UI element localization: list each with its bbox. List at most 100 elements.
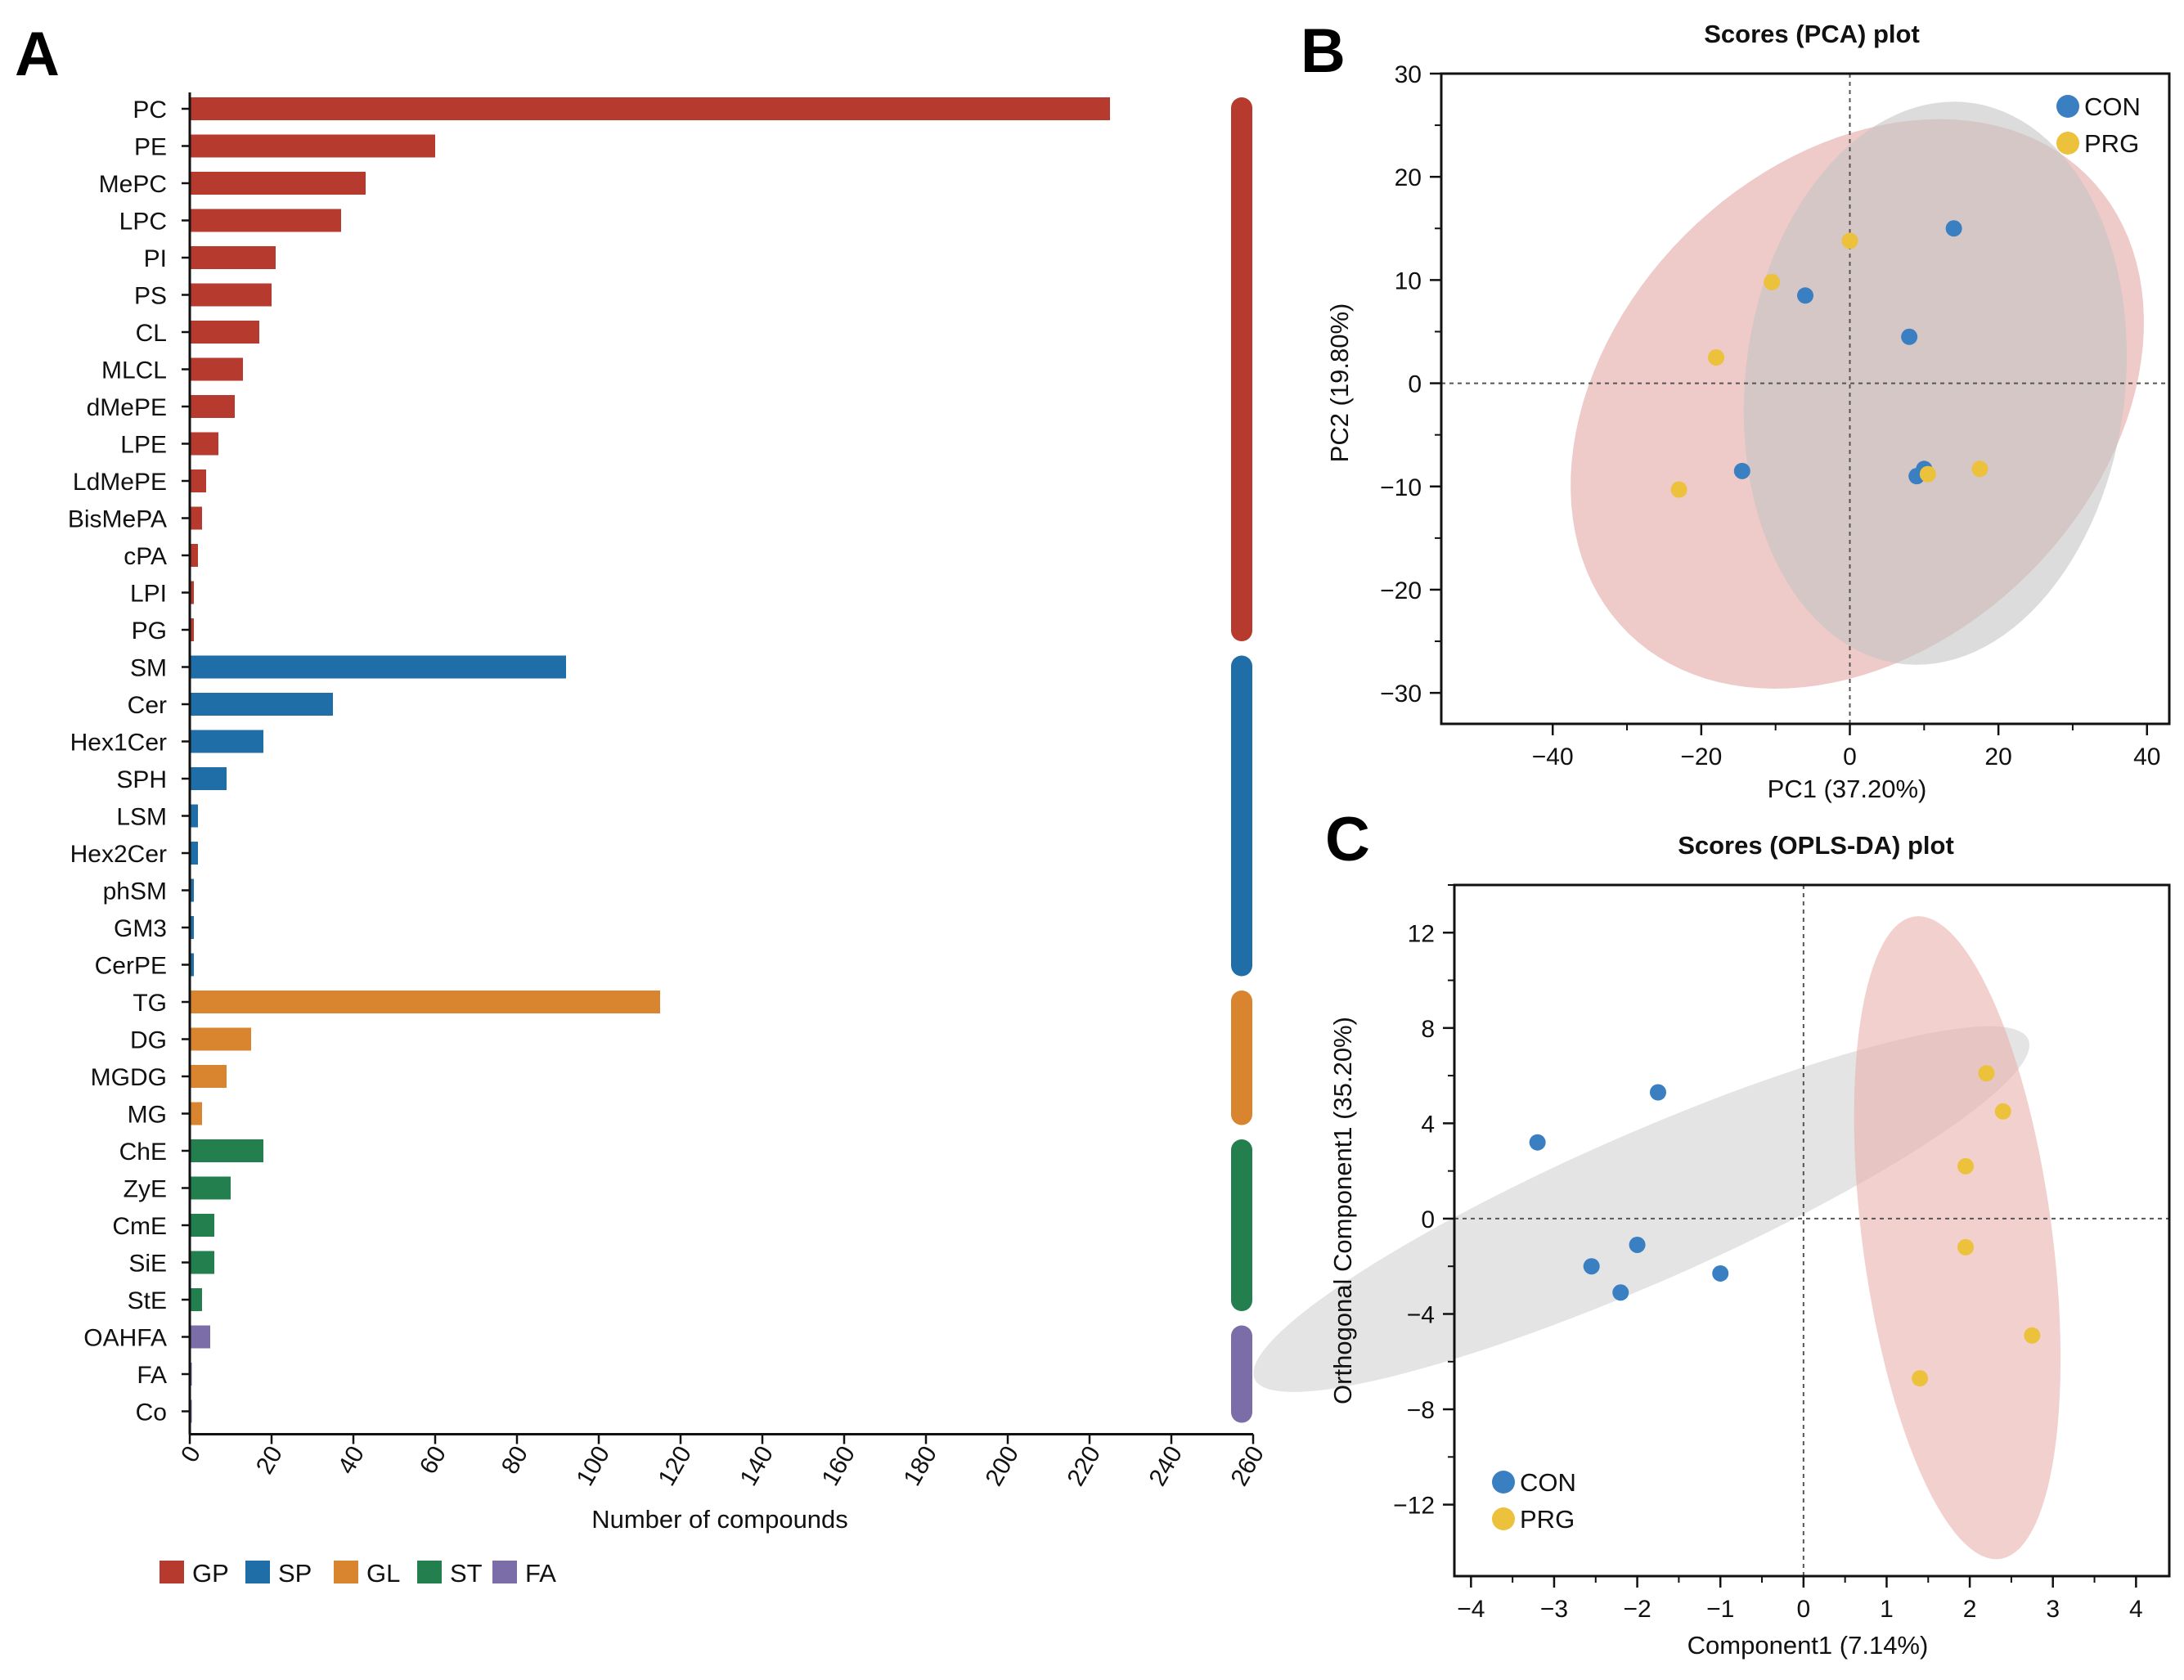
- x-tick-label: 0: [1843, 743, 1857, 770]
- y-tick-label: −30: [1380, 681, 1422, 707]
- c-point-prg: [1957, 1157, 1975, 1175]
- bar-che: [190, 1139, 263, 1162]
- category-label-dg: DG: [130, 1027, 167, 1054]
- c-legend-label-con: CON: [1520, 1468, 1576, 1497]
- panel-c-y-axis-title: Orthogonal Component1 (35.20%): [1328, 1017, 1357, 1404]
- category-label-tg: TG: [133, 990, 167, 1017]
- legend-swatch-gp: [160, 1561, 184, 1583]
- panel-a-bar-chart: PC PE MePC LPC PI PS CL MLCL dMePE LPE LdMePE BisMe…: [68, 92, 1270, 1588]
- bar-hex2cer: [190, 842, 198, 865]
- category-label-lpe: LPE: [120, 432, 167, 459]
- category-label-pc: PC: [133, 97, 167, 124]
- c-point-prg: [1957, 1238, 1975, 1256]
- c-point-prg: [2024, 1327, 2041, 1344]
- c-point-con: [1712, 1264, 1729, 1282]
- category-label-hex2cer: Hex2Cer: [70, 841, 167, 868]
- x-tick-label: 20: [1984, 743, 2011, 770]
- category-label-ste: StE: [128, 1287, 167, 1314]
- category-label-lpi: LPI: [130, 581, 167, 608]
- panel-a-x-axis-title: Number of compounds: [591, 1505, 848, 1534]
- y-tick-label: −8: [1407, 1397, 1435, 1424]
- legend-swatch-gl: [334, 1561, 358, 1583]
- legend-swatch-sp: [245, 1561, 270, 1583]
- bar-hex1cer: [190, 730, 263, 753]
- category-label-cer: Cer: [128, 692, 167, 719]
- b-point-con: [1945, 220, 1962, 237]
- group-bar-st: [1231, 1139, 1252, 1311]
- b-point-con: [1733, 462, 1750, 479]
- x-tick-label: 60: [415, 1442, 452, 1479]
- bar-mgdg: [190, 1065, 227, 1088]
- category-label-ps: PS: [134, 283, 167, 310]
- b-point-prg: [1764, 273, 1781, 290]
- x-tick-label: 200: [980, 1442, 1024, 1491]
- bar-pi: [190, 246, 276, 269]
- x-tick-label: 160: [816, 1442, 861, 1491]
- y-tick-label: −20: [1380, 577, 1422, 604]
- category-label-cme: CmE: [112, 1213, 167, 1240]
- category-label-phsm: phSM: [103, 878, 167, 905]
- b-point-prg: [1971, 460, 1989, 478]
- x-tick-label: 0: [1796, 1596, 1810, 1623]
- bar-sph: [190, 767, 227, 790]
- bar-dmepe: [190, 395, 235, 418]
- c-confidence-ellipse-con: [1253, 1026, 2029, 1392]
- b-point-prg: [1670, 481, 1687, 498]
- bar-ste: [190, 1288, 202, 1311]
- bar-lpc: [190, 209, 341, 232]
- b-legend-marker-con: [2056, 95, 2079, 118]
- category-label-mg: MG: [128, 1102, 167, 1129]
- b-legend-marker-prg: [2056, 132, 2079, 155]
- bar-tg: [190, 990, 660, 1013]
- c-point-con: [1583, 1258, 1600, 1275]
- category-label-cpa: cPA: [124, 543, 167, 570]
- c-point-con: [1649, 1084, 1666, 1101]
- category-label-dmepe: dMePE: [87, 394, 167, 421]
- b-point-prg: [1919, 465, 1936, 483]
- x-tick-label: 180: [898, 1442, 942, 1491]
- y-tick-label: −10: [1380, 474, 1422, 501]
- bar-mepc: [190, 172, 366, 195]
- category-label-che: ChE: [119, 1139, 167, 1166]
- b-point-prg: [1708, 349, 1725, 366]
- bar-pe: [190, 134, 435, 158]
- c-legend-marker-con: [1492, 1471, 1515, 1494]
- c-point-prg: [1994, 1103, 2011, 1120]
- category-label-pg: PG: [132, 618, 167, 645]
- category-label-sph: SPH: [116, 766, 167, 793]
- group-bar-fa: [1231, 1325, 1252, 1423]
- legend-label-sp: SP: [278, 1559, 312, 1588]
- category-label-mlcl: MLCL: [101, 357, 167, 384]
- x-tick-label: −3: [1540, 1596, 1568, 1623]
- group-bar-gp: [1231, 97, 1252, 641]
- b-legend-label-con: CON: [2084, 92, 2141, 121]
- category-label-mgdg: MGDG: [91, 1064, 167, 1091]
- y-tick-label: 30: [1395, 61, 1422, 88]
- category-label-pi: PI: [144, 245, 167, 272]
- b-point-con: [1901, 328, 1918, 345]
- category-label-lsm: LSM: [116, 804, 167, 831]
- x-tick-label: −40: [1532, 743, 1574, 770]
- category-label-ldmepe: LdMePE: [73, 469, 167, 496]
- group-bar-gl: [1231, 990, 1252, 1125]
- panel-c-oplsda-plot: Scores (OPLS-DA) plot −4 −3 −2 −1 0 1 2 3 4−12−8…: [1253, 831, 2171, 1660]
- bar-oahfa: [190, 1325, 210, 1349]
- bar-gm3: [190, 916, 194, 939]
- bar-ps: [190, 283, 272, 307]
- category-label-cerpe: CerPE: [95, 953, 167, 980]
- x-tick-label: 40: [333, 1442, 370, 1479]
- y-tick-label: 20: [1395, 164, 1422, 191]
- x-tick-label: 80: [497, 1442, 533, 1479]
- bar-cerpe: [190, 953, 194, 977]
- legend-swatch-fa: [492, 1561, 517, 1583]
- x-tick-label: −2: [1623, 1596, 1651, 1623]
- panel-b-y-axis-title: PC2 (19.80%): [1325, 303, 1354, 463]
- bar-lpe: [190, 432, 218, 456]
- bar-sm: [190, 655, 566, 679]
- category-label-oahfa: OAHFA: [83, 1325, 167, 1352]
- panel-b-pca-plot: Scores (PCA) plot −40 −20 0 20 40 −30 −20 −10 0 1…: [1325, 20, 2171, 803]
- x-tick-label: 120: [653, 1442, 697, 1491]
- x-tick-label: 220: [1062, 1442, 1106, 1491]
- category-label-gm3: GM3: [114, 915, 167, 942]
- x-tick-label: −1: [1706, 1596, 1734, 1623]
